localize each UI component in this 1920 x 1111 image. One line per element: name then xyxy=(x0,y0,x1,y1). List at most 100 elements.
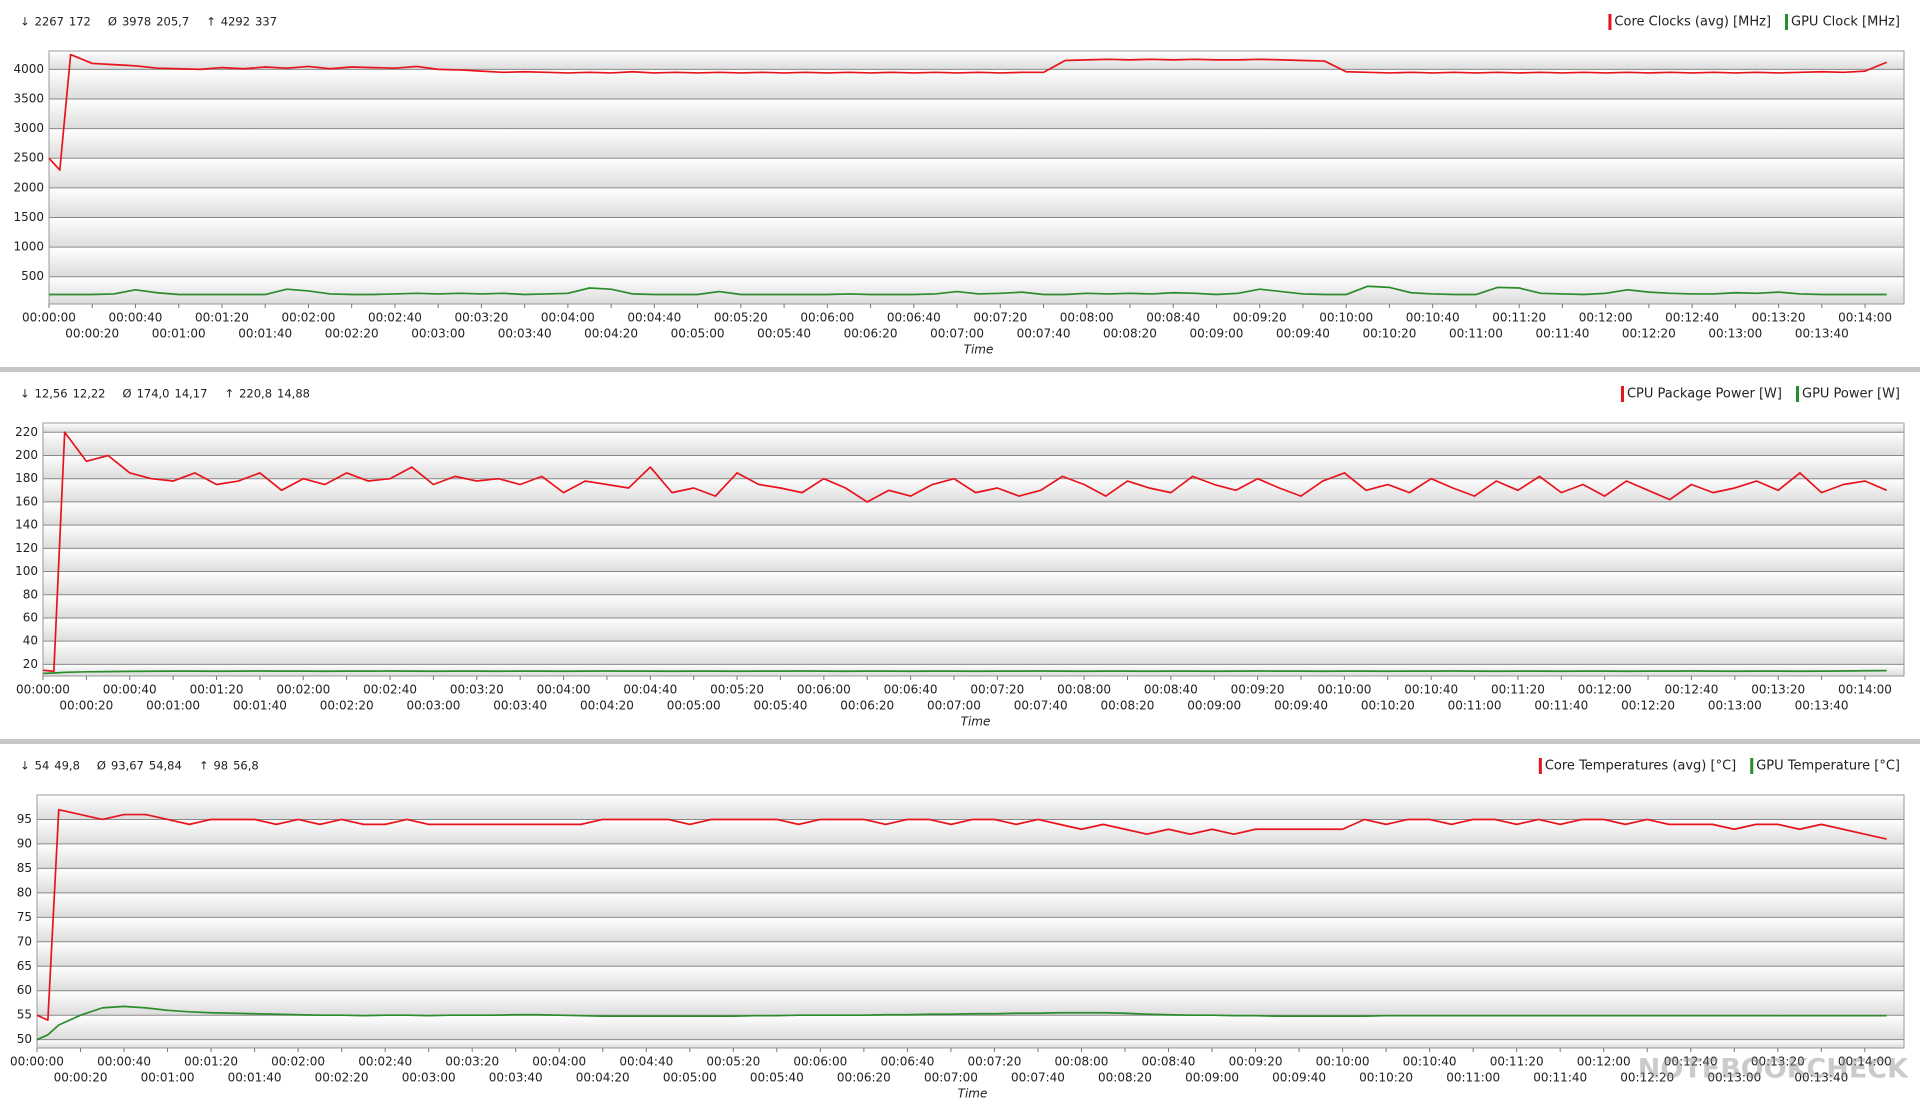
x-tick-label: 00:06:20 xyxy=(844,327,898,341)
stat-value: 54,84 xyxy=(149,759,182,773)
x-tick-label: 00:01:00 xyxy=(141,1071,195,1085)
x-tick-label: 00:14:00 xyxy=(1838,311,1892,325)
x-tick-label: 00:03:40 xyxy=(489,1071,543,1085)
x-tick-label: 00:07:20 xyxy=(970,683,1024,697)
x-tick-label: 00:04:00 xyxy=(532,1055,586,1069)
x-tick-label: 00:03:00 xyxy=(402,1071,456,1085)
plot-band xyxy=(37,819,1904,844)
x-tick-label: 00:08:20 xyxy=(1101,699,1155,713)
x-tick-label: 00:05:20 xyxy=(706,1055,760,1069)
y-tick-label: 65 xyxy=(17,959,32,973)
x-tick-label: 00:08:00 xyxy=(1060,311,1114,325)
stat-value: 14,88 xyxy=(277,387,310,401)
y-tick-label: 80 xyxy=(17,885,32,899)
legend-swatch xyxy=(1620,386,1624,402)
x-tick-label: 00:07:00 xyxy=(930,327,984,341)
stat-symbol: Ø xyxy=(108,15,117,29)
x-tick-label: 00:05:40 xyxy=(750,1071,804,1085)
y-tick-label: 20 xyxy=(23,657,38,671)
y-tick-label: 40 xyxy=(23,634,38,648)
plot-frame xyxy=(48,50,1905,305)
x-tick-label: 00:12:00 xyxy=(1578,683,1632,697)
x-tick-label: 00:10:40 xyxy=(1406,311,1460,325)
stat-value: 172 xyxy=(69,15,91,29)
x-tick-label: 00:11:20 xyxy=(1490,1055,1544,1069)
legend-swatch xyxy=(1750,758,1754,774)
stat-value: 12,56 xyxy=(35,387,68,401)
x-tick-label: 00:08:40 xyxy=(1144,683,1198,697)
plot-band xyxy=(43,525,1904,549)
axis-title: Time xyxy=(958,1087,988,1101)
x-tick-label: 00:09:40 xyxy=(1276,327,1330,341)
x-tick-label: 00:12:20 xyxy=(1621,699,1675,713)
plot-band xyxy=(37,868,1904,893)
y-tick-label: 3500 xyxy=(13,91,44,105)
x-tick-label: 00:13:40 xyxy=(1795,699,1849,713)
x-tick-label: 00:10:20 xyxy=(1362,327,1416,341)
plot-band xyxy=(37,990,1904,1016)
legend-swatch xyxy=(1796,386,1799,402)
x-tick-label: 00:13:00 xyxy=(1708,327,1762,341)
x-tick-label: 00:12:40 xyxy=(1664,1055,1718,1069)
separator xyxy=(0,739,1920,744)
y-tick-label: 120 xyxy=(15,541,38,555)
plot-band xyxy=(37,795,1904,820)
x-tick-label: 00:04:20 xyxy=(584,327,638,341)
x-tick-label: 00:06:00 xyxy=(793,1055,847,1069)
stat-value: 3978 xyxy=(122,15,151,29)
stat-symbol: ↓ xyxy=(20,15,30,29)
y-tick-label: 85 xyxy=(17,861,32,875)
y-tick-label: 90 xyxy=(17,836,32,850)
x-tick-label: 00:01:20 xyxy=(184,1055,238,1069)
x-tick-label: 00:00:20 xyxy=(54,1071,108,1085)
legend-label: CPU Package Power [W] xyxy=(1627,387,1782,402)
plot-band xyxy=(43,455,1904,479)
x-tick-label: 00:03:20 xyxy=(445,1055,499,1069)
x-tick-label: 00:00:00 xyxy=(10,1055,64,1069)
stat-symbol: ↓ xyxy=(20,759,30,773)
plot-band xyxy=(49,128,1904,159)
x-tick-label: 00:08:40 xyxy=(1142,1055,1196,1069)
plot-band xyxy=(49,158,1904,188)
x-tick-label: 00:12:20 xyxy=(1620,1071,1674,1085)
x-tick-label: 00:06:40 xyxy=(880,1055,934,1069)
x-tick-label: 00:10:40 xyxy=(1404,683,1458,697)
x-tick-label: 00:09:20 xyxy=(1229,1055,1283,1069)
watermark: NOTEBOOKCHECK xyxy=(1638,1054,1909,1085)
stat-value: 337 xyxy=(255,15,277,29)
x-tick-label: 00:05:00 xyxy=(671,327,725,341)
y-tick-label: 1000 xyxy=(13,240,44,254)
chart-panel: 50 55 60 65 70 75 80 85 90 95 00:00:00 00:00:20 00:0… xyxy=(0,744,1920,1111)
x-tick-label: 00:05:00 xyxy=(663,1071,717,1085)
stat-value: 4292 xyxy=(221,15,250,29)
x-tick-label: 00:09:00 xyxy=(1187,699,1241,713)
y-tick-label: 75 xyxy=(17,910,32,924)
plot-band xyxy=(37,1015,1904,1040)
y-tick-label: 220 xyxy=(15,425,38,439)
y-tick-label: 60 xyxy=(17,983,32,997)
stat-value: 49,8 xyxy=(54,759,80,773)
plot-band xyxy=(37,941,1904,967)
x-tick-label: 00:05:00 xyxy=(667,699,721,713)
x-tick-label: 00:04:00 xyxy=(541,311,595,325)
legend-label: GPU Temperature [°C] xyxy=(1756,759,1900,774)
x-tick-label: 00:10:00 xyxy=(1316,1055,1370,1069)
y-tick-label: 1500 xyxy=(13,210,44,224)
stat-symbol: Ø xyxy=(97,759,106,773)
x-tick-label: 00:04:20 xyxy=(576,1071,630,1085)
plot-band xyxy=(43,501,1904,526)
x-tick-label: 00:12:40 xyxy=(1664,683,1718,697)
x-tick-label: 00:04:20 xyxy=(580,699,634,713)
x-tick-label: 00:11:40 xyxy=(1534,699,1588,713)
chart-panel: 500 1000 1500 2000 2500 3000 3500 4000 00:00:00 0… xyxy=(0,0,1920,367)
stat-value: 54 xyxy=(35,759,50,773)
x-tick-label: 00:03:40 xyxy=(498,327,552,341)
x-tick-label: 00:09:20 xyxy=(1233,311,1287,325)
x-tick-label: 00:06:40 xyxy=(887,311,941,325)
x-tick-label: 00:04:40 xyxy=(623,683,677,697)
plot-band xyxy=(49,187,1904,218)
stat-value: 14,17 xyxy=(175,387,208,401)
y-tick-label: 160 xyxy=(15,494,38,508)
plot-band xyxy=(43,594,1904,618)
